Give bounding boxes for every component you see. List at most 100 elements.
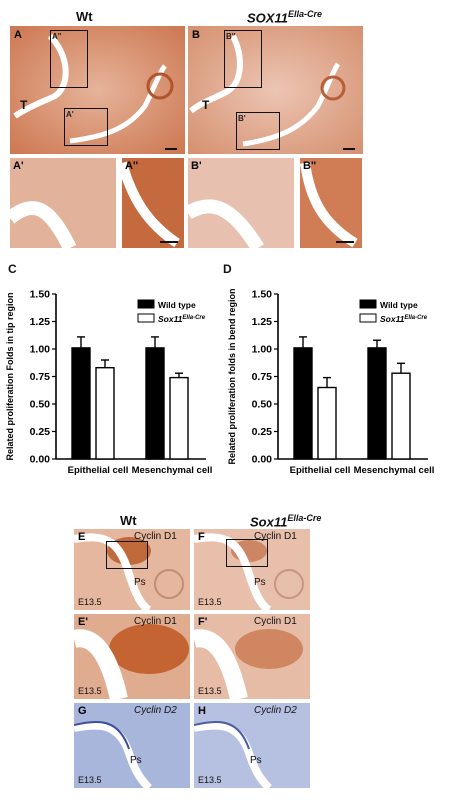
column-header-sox11: SOX11Ella-Cre (247, 9, 322, 26)
panel-f-image: F Cyclin D1 Ps E13.5 (194, 529, 310, 610)
inset-tag-b2: B'' (226, 32, 236, 41)
bottom-header-wt: Wt (120, 513, 137, 528)
y-tick-label: 0.50 (252, 399, 273, 411)
cyclin-d2-label-h: Cyclin D2 (254, 705, 297, 716)
bar-sox11-epithelial (317, 386, 337, 460)
y-tick-label: 1.50 (30, 289, 51, 301)
legend-swatch (137, 299, 155, 309)
panel-b-tissue (188, 26, 363, 154)
chart-d: 0.00 0.25 0.50 0.75 1.00 1.25 1.50 Related prol… (227, 288, 435, 476)
scale-bar-b2 (336, 241, 354, 243)
ps-label-f: Ps (254, 577, 266, 588)
panel-f1-label: F' (198, 616, 208, 628)
panel-a1-image: A' (10, 158, 116, 248)
legend-swatch (359, 299, 377, 309)
panel-b-image: B B'' B' T (188, 26, 363, 154)
bar-wildtype-mesenchymal (145, 347, 165, 460)
y-tick-label: 0.75 (252, 371, 273, 383)
chart-d-letter: D (223, 262, 232, 276)
inset-box-a1 (64, 108, 108, 146)
age-label-h: E13.5 (198, 775, 222, 785)
panel-a2-image: A'' (122, 158, 184, 248)
x-tick-label: Epithelial cell (68, 465, 129, 476)
ps-label-g: Ps (130, 755, 142, 766)
tongue-label-b: T (202, 98, 210, 112)
inset-tag-a2: A'' (52, 32, 62, 41)
panel-a-label: A (14, 29, 22, 41)
inset-tag-b1: B' (238, 114, 246, 123)
bar-wildtype-mesenchymal (367, 347, 387, 460)
age-label-g: E13.5 (78, 775, 102, 785)
panel-a1-label: A' (13, 160, 24, 172)
panel-f1-image: F' Cyclin D1 E13.5 (194, 614, 310, 699)
cyclin-d1-label-e1: Cyclin D1 (134, 616, 177, 627)
bar-sox11-epithelial (95, 366, 115, 460)
y-tick-label: 0.00 (30, 454, 51, 466)
panel-f-label: F (198, 531, 205, 543)
panel-h-image: H Cyclin D2 Ps E13.5 (194, 703, 310, 788)
legend-label: Wild type (380, 300, 418, 310)
panel-e1-image: E' Cyclin D1 E13.5 (74, 614, 190, 699)
bar-wildtype-epithelial (293, 347, 313, 460)
legend-label: Wild type (158, 300, 196, 310)
y-tick-label: 1.25 (30, 316, 51, 328)
x-tick-label: Mesenchymal cell (132, 465, 213, 476)
cyclin-d1-label-f: Cyclin D1 (254, 531, 297, 542)
x-tick-label: Mesenchymal cell (354, 465, 435, 476)
y-tick-label: 0.75 (30, 371, 51, 383)
ps-label-e: Ps (134, 577, 146, 588)
age-label-e: E13.5 (78, 597, 102, 607)
inset-box-b2 (224, 30, 262, 88)
bottom-header-sox11: Sox11Ella-Cre (250, 513, 322, 530)
y-axis-label: Related proliferation Folds in tip regio… (5, 292, 15, 460)
cyclin-d2-label-g: Cyclin D2 (134, 705, 177, 716)
panel-b2-label: B'' (303, 160, 317, 172)
y-tick-label: 0.25 (30, 426, 51, 438)
panel-e1-label: E' (78, 616, 88, 628)
inset-box-e (106, 541, 148, 569)
bar-sox11-mesenchymal (391, 372, 411, 460)
scale-bar-a2 (160, 241, 178, 243)
cyclin-d1-label-f1: Cyclin D1 (254, 616, 297, 627)
y-tick-label: 1.00 (30, 344, 51, 356)
panel-g-image: G Cyclin D2 Ps E13.5 (74, 703, 190, 788)
y-tick-label: 0.25 (252, 426, 273, 438)
age-label-e1: E13.5 (78, 686, 102, 696)
bar-wildtype-epithelial (71, 347, 91, 460)
y-tick-label: 1.00 (252, 344, 273, 356)
panel-a-tissue (10, 26, 185, 154)
ps-label-h: Ps (250, 755, 262, 766)
panel-b2-image: B'' (300, 158, 362, 248)
panel-a2-label: A'' (125, 160, 139, 172)
panel-b1-label: B' (191, 160, 202, 172)
panel-b1-image: B' (188, 158, 294, 248)
panel-b-label: B (192, 29, 200, 41)
y-axis-label: Related proliferation folds in bend regi… (227, 288, 237, 464)
x-tick-label: Epithelial cell (290, 465, 351, 476)
age-label-f: E13.5 (198, 597, 222, 607)
chart-c: 0.00 0.25 0.50 0.75 1.00 1.25 1.50 Related prol… (5, 289, 213, 477)
age-label-f1: E13.5 (198, 686, 222, 696)
legend-swatch (137, 313, 155, 323)
y-tick-label: 0.50 (30, 399, 51, 411)
tongue-label-a: T (20, 98, 28, 112)
panel-e-image: E Cyclin D1 Ps E13.5 (74, 529, 190, 610)
inset-box-f (226, 539, 268, 567)
legend-label: Sox11Ella-Cre (380, 314, 428, 324)
y-tick-label: 0.00 (252, 454, 273, 466)
legend-label: Sox11Ella-Cre (158, 314, 206, 324)
bar-sox11-mesenchymal (169, 376, 189, 460)
y-tick-label: 1.50 (252, 289, 273, 301)
panel-g-label: G (78, 705, 87, 717)
panel-e-label: E (78, 531, 86, 543)
scale-bar-a (165, 148, 177, 150)
chart-c-letter: C (8, 262, 17, 276)
panel-h-label: H (198, 705, 206, 717)
column-header-wt: Wt (76, 9, 93, 24)
y-tick-label: 1.25 (252, 316, 273, 328)
inset-tag-a1: A' (66, 110, 74, 119)
scale-bar-b (343, 148, 355, 150)
cyclin-d1-label-e: Cyclin D1 (134, 531, 177, 542)
legend-swatch (359, 313, 377, 323)
panel-a-image: A A'' A' T (10, 26, 185, 154)
